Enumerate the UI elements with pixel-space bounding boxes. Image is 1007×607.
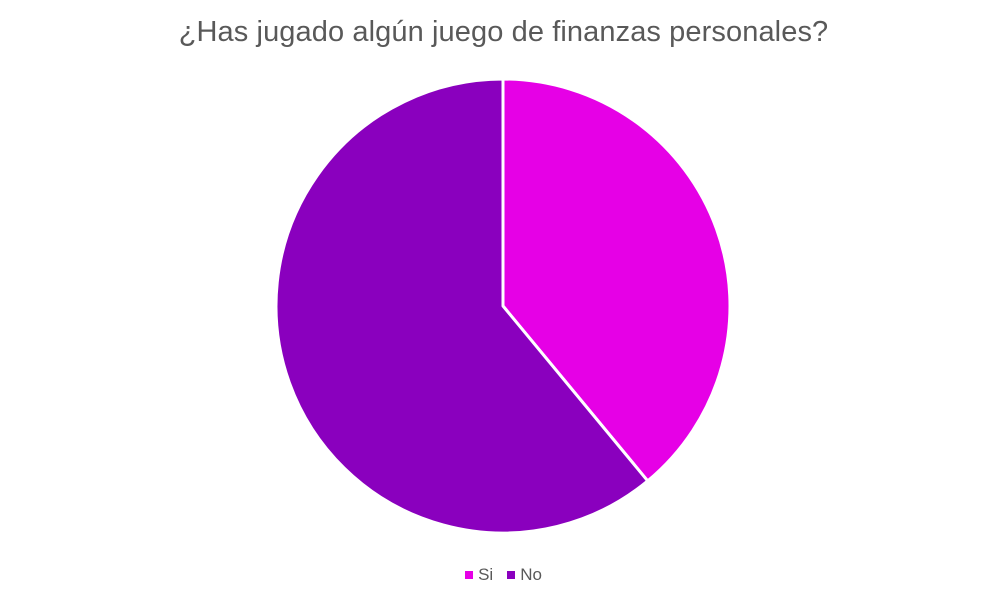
legend: Si No xyxy=(0,565,1007,585)
legend-label-no: No xyxy=(520,565,542,584)
legend-item-si: Si xyxy=(465,565,493,585)
chart-title: ¿Has jugado algún juego de finanzas pers… xyxy=(178,16,829,48)
legend-item-no: No xyxy=(507,565,542,585)
legend-label-si: Si xyxy=(478,565,494,584)
legend-swatch-no xyxy=(507,571,516,579)
pie-slice-si xyxy=(501,77,732,483)
pie-slice-no xyxy=(274,77,650,535)
legend-swatch-si xyxy=(465,571,474,579)
